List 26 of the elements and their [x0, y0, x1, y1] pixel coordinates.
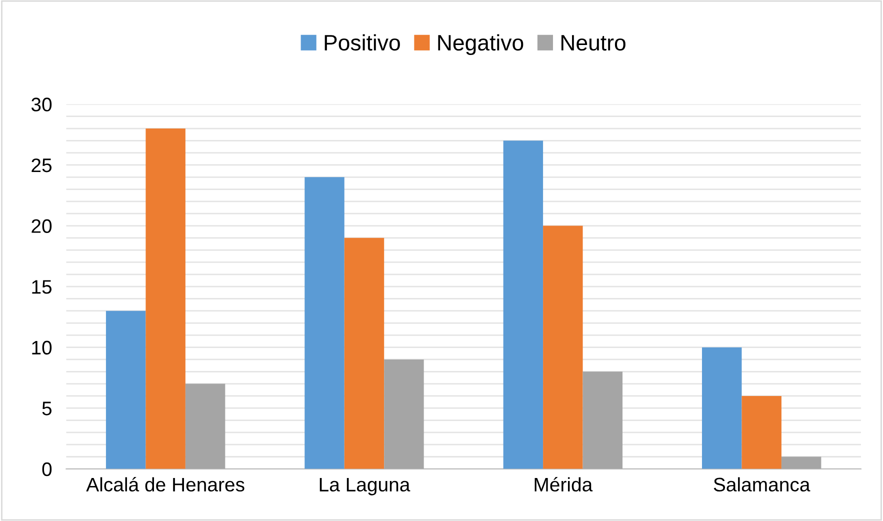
bar [344, 238, 384, 469]
bar [582, 372, 623, 469]
y-tick-label: 0 [42, 462, 52, 476]
bar [106, 310, 146, 469]
bar [781, 456, 822, 469]
y-tick-label: 30 [31, 98, 52, 112]
x-tick-label: Alcalá de Henares [86, 477, 244, 492]
legend-label: Neutro [561, 35, 626, 51]
y-tick-label: 5 [42, 402, 52, 416]
bar [146, 128, 186, 469]
bar [503, 140, 544, 469]
bar [304, 177, 344, 469]
y-tick-label: 20 [32, 219, 52, 234]
legend-label: Negativo [438, 34, 524, 56]
bar [702, 347, 742, 469]
y-tick-label: 10 [32, 340, 52, 355]
legend-label: Positivo [324, 34, 400, 51]
x-tick-label: Mérida [534, 477, 593, 492]
x-tick-label: La Laguna [320, 478, 410, 496]
y-tick-label: 25 [32, 158, 52, 172]
x-tick-label: Salamanca [714, 477, 810, 492]
y-tick-label: 15 [32, 280, 52, 294]
bar [543, 226, 583, 469]
bar [185, 384, 226, 469]
bar [742, 396, 782, 469]
bar [384, 359, 424, 469]
